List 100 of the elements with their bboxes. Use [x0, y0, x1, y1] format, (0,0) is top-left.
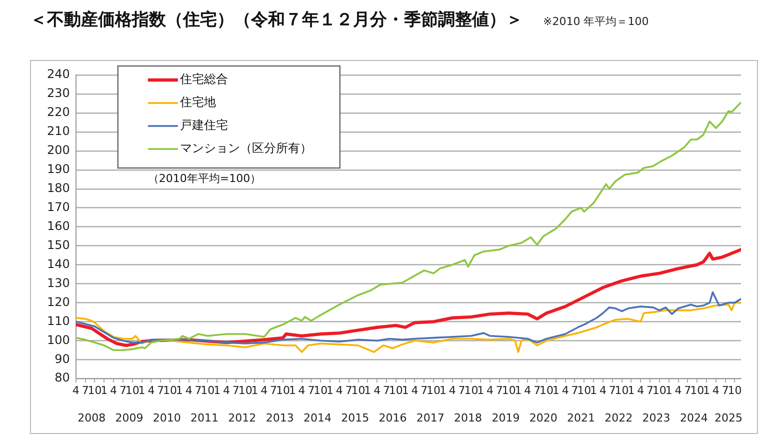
x2-tick-label: 2017 — [416, 411, 444, 424]
x-tick-label: 10 — [426, 384, 441, 398]
x2-tick-label: 2009 — [115, 411, 144, 424]
x-tick-label: 1 — [251, 384, 258, 398]
x-tick-label: 10 — [652, 384, 666, 398]
x-tick-label: 4 — [599, 384, 606, 398]
x2-tick-label: 2014 — [303, 411, 332, 424]
x-tick-label: 4 — [298, 384, 306, 398]
y-tick-label: 240 — [47, 67, 70, 82]
x2-tick-label: 2015 — [341, 411, 370, 424]
x-tick-label: 7 — [571, 384, 578, 398]
x-tick-label: 7 — [194, 384, 202, 398]
x2-tick-label: 2022 — [604, 411, 633, 424]
x2-tick-label: 2019 — [492, 411, 520, 424]
x-tick-label: 1 — [364, 384, 372, 398]
x-tick-label: 7 — [420, 384, 428, 398]
x2-tick-label: 2020 — [529, 411, 558, 424]
x-tick-label: 7 — [82, 384, 89, 398]
x-tick-label: 4 — [260, 384, 268, 398]
y-tick-label: 160 — [47, 218, 70, 233]
y-tick-label: 180 — [47, 180, 70, 195]
x-tick-label: 7 — [157, 384, 164, 398]
x2-tick-label: 2010 — [152, 411, 181, 424]
x-tick-label: 7 — [382, 384, 390, 398]
x-tick-label: 10 — [351, 384, 366, 398]
x-tick-label: 7 — [608, 384, 616, 398]
x-tick-label: 4 — [374, 384, 381, 398]
x-tick-label: 4 — [185, 384, 192, 398]
x-tick-label: 4 — [448, 384, 456, 398]
x-tick-label: 7 — [345, 384, 352, 398]
x2-tick-label: 2011 — [190, 411, 219, 424]
x-tick-label: 7 — [646, 384, 654, 398]
y-tick-label: 220 — [47, 105, 70, 120]
x2-tick-label: 2016 — [378, 411, 407, 424]
x-tick-label: 10 — [276, 384, 290, 398]
y-tick-label: 110 — [47, 314, 70, 328]
x-tick-label: 7 — [232, 384, 240, 398]
y-tick-label: 200 — [47, 143, 70, 158]
x-tick-label: 4 — [411, 384, 418, 398]
y-tick-label: 190 — [47, 162, 70, 176]
x-tick-label: 4 — [486, 384, 494, 398]
x-tick-label: 1 — [402, 384, 409, 398]
x-tick-label: 10 — [577, 384, 592, 398]
x-tick-label: 7 — [308, 384, 315, 398]
y-tick-label: 90 — [54, 352, 70, 366]
chart-title: ＜不動産価格指数（住宅）（令和７年１２月分・季節調整値）＞ — [30, 9, 523, 31]
x-tick-label: 1 — [477, 384, 484, 398]
x-tick-label: 1 — [702, 384, 710, 398]
x-tick-label: 1 — [214, 384, 221, 398]
x-tick-label: 1 — [590, 384, 598, 398]
x-tick-label: 10 — [125, 384, 140, 398]
x-tick-label: 4 — [110, 384, 118, 398]
x-tick-label: 4 — [524, 384, 532, 398]
x-tick-label: 1 — [100, 384, 108, 398]
x-tick-label: 7 — [496, 384, 503, 398]
y-tick-label: 120 — [47, 294, 70, 309]
x-tick-label: 7 — [270, 384, 278, 398]
x-tick-label: 10 — [728, 384, 742, 398]
y-tick-label: 130 — [47, 276, 70, 290]
x-tick-label: 7 — [534, 384, 541, 398]
x-tick-label: 7 — [458, 384, 466, 398]
x-tick-label: 1 — [439, 384, 446, 398]
y-tick-label: 140 — [47, 256, 70, 271]
x-tick-label: 4 — [336, 384, 343, 398]
x-tick-label: 7 — [722, 384, 729, 398]
x-tick-label: 10 — [88, 384, 102, 398]
x-tick-label: 4 — [562, 384, 569, 398]
x-tick-label: 4 — [712, 384, 720, 398]
x-tick-label: 1 — [138, 384, 146, 398]
x-tick-label: 10 — [200, 384, 215, 398]
y-tick-label: 210 — [47, 124, 70, 138]
x-tick-label: 1 — [176, 384, 183, 398]
x-tick-label: 10 — [539, 384, 554, 398]
x-tick-label: 10 — [502, 384, 516, 398]
y-tick-label: 100 — [47, 332, 70, 347]
x-tick-label: 10 — [238, 384, 252, 398]
x2-tick-label: 2024 — [680, 411, 708, 424]
x-tick-label: 10 — [690, 384, 704, 398]
x-tick-label: 10 — [388, 384, 403, 398]
x-tick-label: 10 — [614, 384, 629, 398]
x-tick-label: 4 — [674, 384, 682, 398]
legend-label: 戸建住宅 — [180, 118, 228, 132]
x2-tick-label: 2008 — [78, 411, 106, 424]
x-tick-label: 10 — [464, 384, 478, 398]
annotation: （2010年平均=100） — [148, 172, 262, 185]
x-tick-label: 1 — [628, 384, 635, 398]
x-tick-label: 1 — [552, 384, 560, 398]
x-tick-label: 10 — [314, 384, 328, 398]
x-tick-label: 4 — [72, 384, 80, 398]
x2-tick-label: 2021 — [567, 411, 595, 424]
x-tick-label: 7 — [119, 384, 126, 398]
x-tick-label: 7 — [684, 384, 692, 398]
x-tick-label: 1 — [288, 384, 296, 398]
legend-label: 住宅地 — [178, 95, 216, 110]
y-tick-label: 230 — [47, 86, 70, 100]
chart-subtitle: ※2010 年平均＝100 — [543, 14, 649, 29]
legend-label: マンション（区分所有） — [180, 141, 312, 156]
x2-tick-label: 2023 — [642, 411, 670, 424]
x-tick-label: 4 — [148, 384, 155, 398]
x2-tick-label: 2012 — [228, 411, 256, 424]
